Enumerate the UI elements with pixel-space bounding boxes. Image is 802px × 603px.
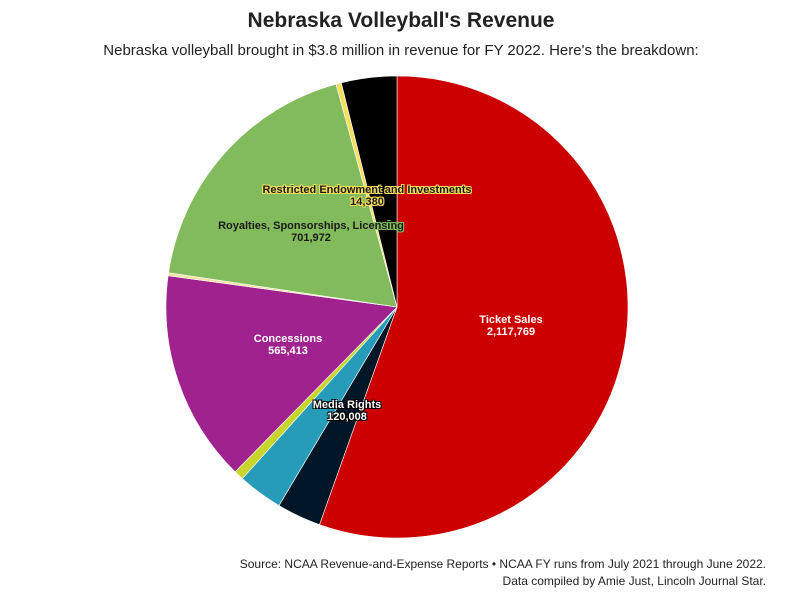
chart-subtitle: Nebraska volleyball brought in $3.8 mill… — [103, 42, 699, 59]
slice-label-media-rights: Media Rights 120,008 — [312, 399, 382, 423]
slice-label-endowment: Restricted Endowment and Investments 14,… — [262, 184, 472, 208]
slice-label-royalties: Royalties, Sponsorships, Licensing 701,9… — [218, 220, 404, 244]
slice-label-concessions: Concessions 565,413 — [253, 333, 323, 357]
source-line-1: Source: NCAA Revenue-and-Expense Reports… — [239, 557, 766, 571]
pie-slice-unlabeled-black — [340, 75, 398, 308]
source-line-2: Data compiled by Amie Just, Lincoln Jour… — [502, 574, 766, 588]
chart-title: Nebraska Volleyball's Revenue — [247, 9, 555, 32]
slice-label-ticket-sales: Ticket Sales 2,117,769 — [479, 314, 543, 338]
pie-slice-concessions — [165, 275, 398, 473]
pie-slice-royalties-sponsorships-licensing — [168, 83, 398, 308]
source-note: Source: NCAA Revenue-and-Expense Reports… — [240, 556, 766, 590]
pie-slice-ticket-sales — [319, 75, 629, 539]
